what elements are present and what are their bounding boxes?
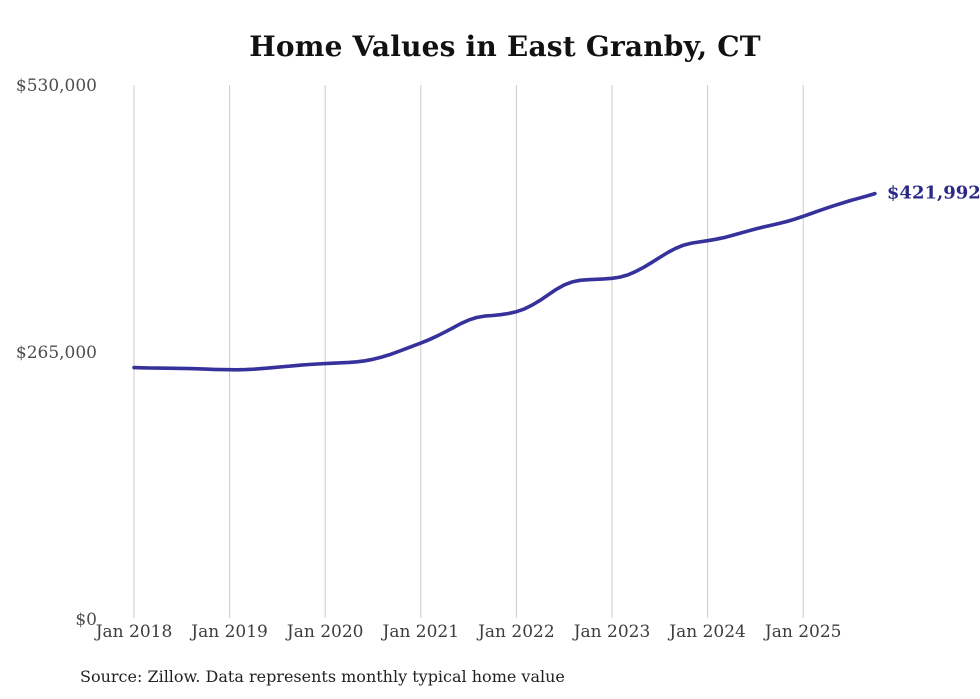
home-value-line [132,191,877,372]
y-axis-label: $0 [75,610,97,630]
x-axis-label: Jan 2019 [191,622,268,642]
x-axis-label: Jan 2021 [382,622,460,642]
x-axis-label: Jan 2024 [669,622,746,642]
y-axis-label: $530,000 [15,76,97,96]
source-note: Source: Zillow. Data represents monthly … [80,667,565,686]
x-axis-label: Jan 2023 [573,622,651,642]
chart-title: Home Values in East Granby, CT [249,30,761,63]
x-axis-label: Jan 2018 [95,622,173,642]
x-axis-label: Jan 2022 [478,622,555,642]
x-axis-label: Jan 2020 [286,622,364,642]
x-axis-label: Jan 2025 [764,622,842,642]
last-value-label: $421,992 [886,182,980,204]
y-axis-label: $265,000 [15,342,97,363]
